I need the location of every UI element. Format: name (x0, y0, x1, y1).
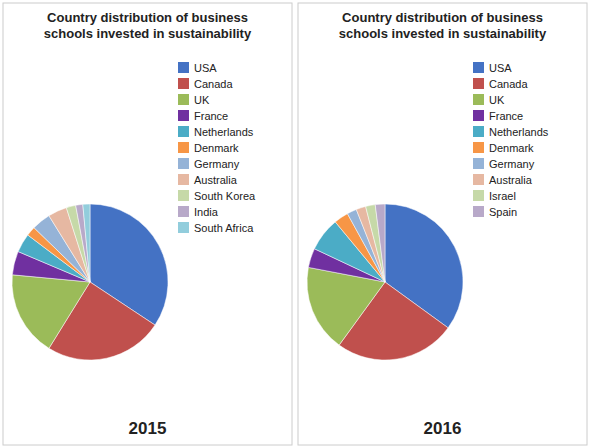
legend-item: Spain (473, 206, 517, 218)
title: Country distribution of businessschools … (339, 10, 547, 41)
legend: USA Canada UK France Netherlands Denmark Germa… (473, 62, 549, 218)
legend-label: France (194, 110, 228, 122)
legend-item: Denmark (473, 142, 534, 154)
legend-label: Denmark (489, 142, 534, 154)
legend-swatch (473, 110, 484, 121)
legend-label: Australia (489, 174, 533, 186)
legend-swatch (178, 158, 189, 169)
legend-item: Germany (473, 158, 535, 170)
legend-item: India (178, 206, 219, 218)
panel: Country distribution of businessschools … (3, 3, 292, 445)
legend-item: Canada (178, 78, 233, 90)
legend-swatch (178, 94, 189, 105)
pie (12, 204, 168, 360)
legend-item: South Korea (178, 190, 256, 202)
legend-label: Netherlands (194, 126, 254, 138)
legend-item: Israel (473, 190, 516, 202)
legend-label: Netherlands (489, 126, 549, 138)
legend-swatch (178, 190, 189, 201)
x-label: 2016 (424, 419, 462, 438)
legend-item: UK (178, 94, 210, 106)
legend-swatch (473, 206, 484, 217)
legend-item: Netherlands (473, 126, 549, 138)
pie (307, 204, 463, 360)
legend-item: Germany (178, 158, 240, 170)
legend-swatch (178, 62, 189, 73)
legend-label: Germany (194, 158, 240, 170)
legend-item: USA (178, 62, 217, 74)
panel-border (3, 3, 292, 445)
pie-slice (366, 205, 385, 282)
legend-item: Canada (473, 78, 528, 90)
legend-label: USA (489, 62, 512, 74)
legend-swatch (178, 142, 189, 153)
panel-border (298, 3, 587, 445)
title-line: Country distribution of business (342, 10, 543, 25)
panel: Country distribution of businessschools … (298, 3, 587, 445)
title-line: Country distribution of business (47, 10, 248, 25)
legend-label: Canada (194, 78, 233, 90)
legend-item: Australia (473, 174, 533, 186)
legend-swatch (178, 222, 189, 233)
legend-label: UK (194, 94, 210, 106)
legend-label: Spain (489, 206, 517, 218)
legend-label: Australia (194, 174, 238, 186)
legend-label: South Korea (194, 190, 256, 202)
legend-swatch (473, 78, 484, 89)
pie-slice (83, 204, 90, 282)
legend-swatch (473, 62, 484, 73)
legend-swatch (473, 158, 484, 169)
legend-swatch (178, 110, 189, 121)
legend-label: Canada (489, 78, 528, 90)
legend-swatch (473, 174, 484, 185)
chart-root: Country distribution of businessschools … (0, 0, 590, 448)
legend-item: Denmark (178, 142, 239, 154)
pie-slice (76, 204, 90, 282)
legend-label: Germany (489, 158, 535, 170)
x-label: 2015 (129, 419, 167, 438)
pie-slice (375, 204, 385, 282)
legend-item: France (473, 110, 523, 122)
legend-swatch (473, 190, 484, 201)
legend-swatch (473, 94, 484, 105)
title-line: schools invested in sustainability (44, 26, 252, 41)
legend-item: UK (473, 94, 505, 106)
legend-swatch (178, 126, 189, 137)
legend-swatch (178, 78, 189, 89)
legend-swatch (178, 174, 189, 185)
title-line: schools invested in sustainability (339, 26, 547, 41)
title: Country distribution of businessschools … (44, 10, 252, 41)
legend-item: South Africa (178, 222, 254, 234)
legend-label: USA (194, 62, 217, 74)
legend-item: USA (473, 62, 512, 74)
legend-swatch (178, 206, 189, 217)
legend-label: Israel (489, 190, 516, 202)
legend-label: UK (489, 94, 505, 106)
pie-slice (12, 275, 90, 349)
legend-item: Australia (178, 174, 238, 186)
legend-label: South Africa (194, 222, 254, 234)
legend-label: Denmark (194, 142, 239, 154)
legend-item: Netherlands (178, 126, 254, 138)
legend-label: France (489, 110, 523, 122)
legend-swatch (473, 142, 484, 153)
legend: USA Canada UK France Netherlands Denmark Germa… (178, 62, 256, 234)
legend-swatch (473, 126, 484, 137)
legend-label: India (194, 206, 219, 218)
legend-item: France (178, 110, 228, 122)
